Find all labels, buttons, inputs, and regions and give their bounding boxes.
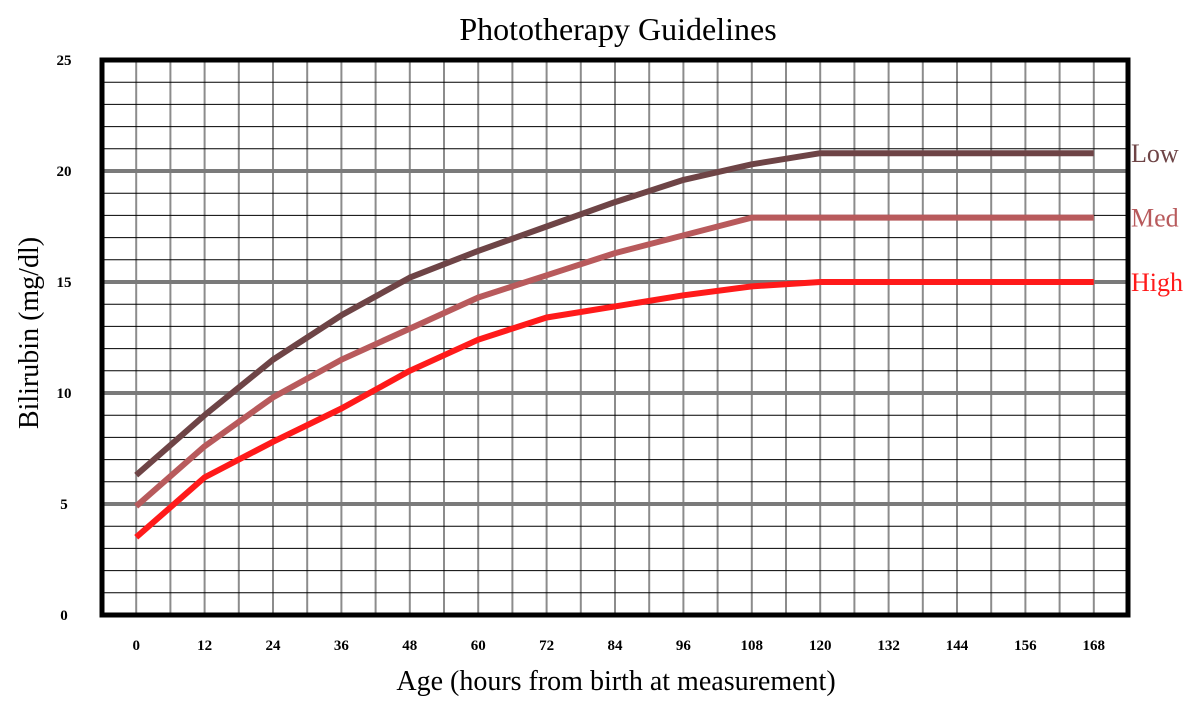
x-tick-label: 84 xyxy=(608,638,624,654)
chart-title: Phototherapy Guidelines xyxy=(459,11,776,47)
x-tick-label: 120 xyxy=(809,638,832,654)
x-tick-label: 48 xyxy=(402,638,417,654)
series-line-med xyxy=(134,214,1094,509)
grid-minor xyxy=(102,60,1128,615)
series-label-med: Med xyxy=(1131,204,1179,233)
y-tick-label: 0 xyxy=(60,608,68,624)
x-tick-label: 24 xyxy=(266,638,282,654)
y-tick-labels: 0 5 10 15 20 25 xyxy=(57,53,72,624)
x-axis-title: Age (hours from birth at measurement) xyxy=(396,666,835,697)
series-layer xyxy=(134,150,1094,540)
x-tick-label: 168 xyxy=(1083,638,1106,654)
x-tick-label: 72 xyxy=(539,638,554,654)
series-line-high xyxy=(134,279,1094,540)
y-tick-label: 10 xyxy=(57,386,72,402)
series-label-high: High xyxy=(1131,268,1183,297)
x-tick-label: 36 xyxy=(334,638,350,654)
x-tick-label: 96 xyxy=(676,638,692,654)
plot-frame xyxy=(99,57,1131,618)
x-tick-label: 144 xyxy=(946,638,969,654)
y-tick-label: 20 xyxy=(57,164,72,180)
y-tick-label: 5 xyxy=(60,497,68,513)
y-tick-label: 15 xyxy=(57,275,72,291)
x-tick-label: 108 xyxy=(741,638,764,654)
x-tick-label: 132 xyxy=(877,638,900,654)
y-axis-title: Bilirubin (mg/dl) xyxy=(14,237,45,429)
x-tick-label: 12 xyxy=(197,638,212,654)
x-tick-labels: 0 12 24 36 48 60 72 84 96 108 120 132 144 156 168 xyxy=(132,638,1105,654)
y-tick-label: 25 xyxy=(57,53,72,69)
series-labels: Low Med High xyxy=(1131,139,1183,297)
x-tick-label: 156 xyxy=(1014,638,1037,654)
x-tick-label: 0 xyxy=(132,638,140,654)
series-line-low xyxy=(134,150,1094,478)
series-label-low: Low xyxy=(1131,139,1179,168)
x-tick-label: 60 xyxy=(471,638,486,654)
